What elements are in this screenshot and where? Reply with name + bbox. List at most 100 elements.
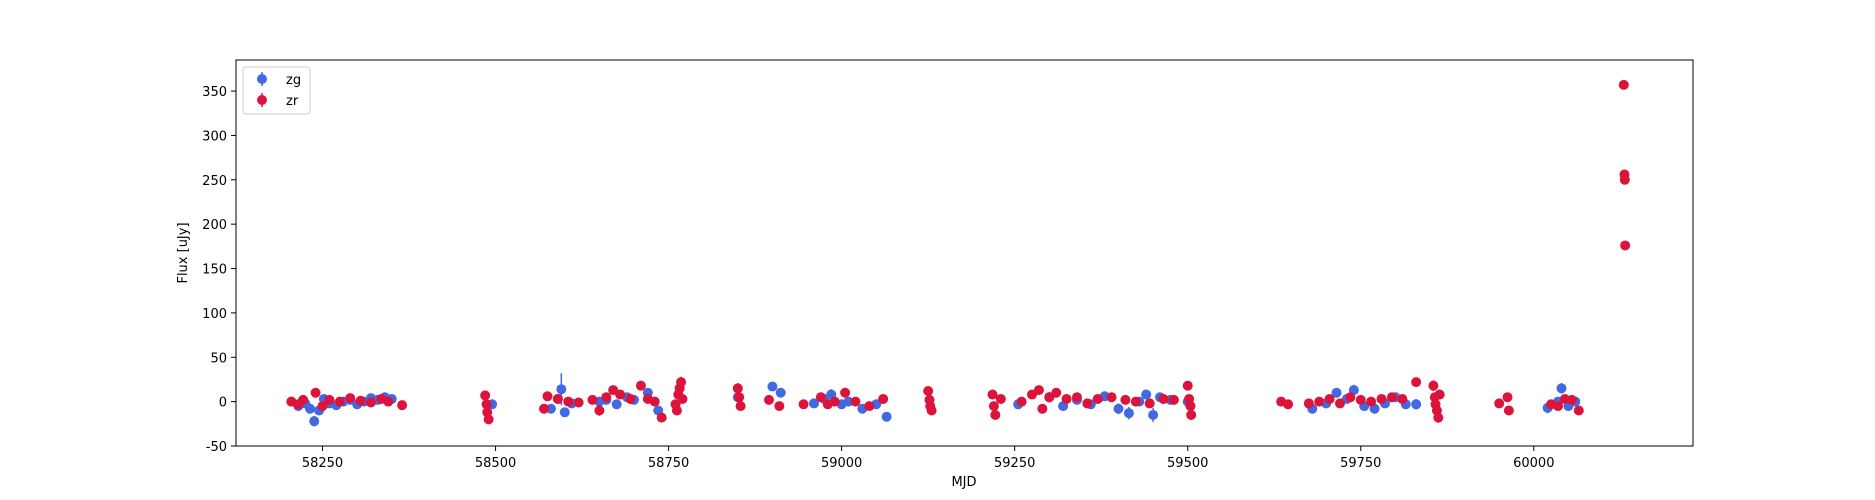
data-point xyxy=(563,396,574,407)
legend-marker-zg xyxy=(257,74,267,84)
data-point xyxy=(1123,408,1134,419)
data-point xyxy=(775,387,786,398)
data-point xyxy=(1185,401,1196,412)
x-tick-label: 58250 xyxy=(302,456,343,471)
x-tick-label: 59250 xyxy=(994,456,1035,471)
data-point xyxy=(1376,393,1387,404)
data-point xyxy=(481,399,492,410)
data-point xyxy=(305,403,316,414)
data-point xyxy=(923,385,934,396)
data-point xyxy=(988,401,999,412)
data-point xyxy=(926,405,937,416)
data-point xyxy=(365,397,376,408)
data-point xyxy=(1314,396,1325,407)
x-tick-label: 59500 xyxy=(1167,456,1208,471)
data-point xyxy=(625,393,636,404)
y-axis: -50 0 50 100 150 200 250 300 350 xyxy=(202,85,236,455)
data-point xyxy=(1494,398,1505,409)
data-point xyxy=(334,396,345,407)
data-point xyxy=(1573,405,1584,416)
data-point xyxy=(594,405,605,416)
legend: zg zr xyxy=(242,66,311,115)
data-point xyxy=(611,399,622,410)
x-axis-label: MJD xyxy=(951,475,976,490)
data-point xyxy=(345,393,356,404)
data-point xyxy=(995,393,1006,404)
data-point xyxy=(1182,380,1193,391)
data-point xyxy=(1106,392,1117,403)
data-point xyxy=(1386,392,1397,403)
data-point xyxy=(1186,409,1197,420)
data-point xyxy=(649,396,660,407)
data-point xyxy=(545,403,556,414)
data-point xyxy=(1082,398,1093,409)
data-point xyxy=(1303,398,1314,409)
data-point xyxy=(815,392,826,403)
data-point xyxy=(1619,174,1630,185)
y-axis-label: Flux [uJy] xyxy=(176,222,191,283)
data-point xyxy=(1324,393,1335,404)
data-point xyxy=(1033,385,1044,396)
data-point xyxy=(1141,389,1152,400)
data-point xyxy=(840,387,851,398)
data-point xyxy=(601,392,612,403)
series-zr xyxy=(286,79,1631,425)
data-point xyxy=(1071,392,1082,403)
data-point xyxy=(1168,394,1179,405)
data-point xyxy=(732,383,743,394)
y-tick-label: 250 xyxy=(202,174,227,189)
data-point xyxy=(483,414,494,425)
data-point xyxy=(1130,396,1141,407)
y-tick-label: 200 xyxy=(202,218,227,233)
data-point xyxy=(774,401,785,412)
y-tick-label: 50 xyxy=(210,351,227,366)
plot-marks xyxy=(286,79,1631,427)
data-point xyxy=(1051,387,1062,398)
data-point xyxy=(552,393,563,404)
data-point xyxy=(798,399,809,410)
data-point xyxy=(1158,393,1169,404)
x-axis: 58250 58500 58750 59000 59250 59500 59750 60000 xyxy=(302,446,1554,471)
data-point xyxy=(1148,409,1159,420)
data-point xyxy=(573,397,584,408)
data-point xyxy=(1502,392,1513,403)
y-tick-label: 0 xyxy=(219,396,227,411)
y-tick-label: 300 xyxy=(202,129,227,144)
data-point xyxy=(1331,387,1342,398)
data-point xyxy=(656,412,667,423)
data-point xyxy=(556,384,567,395)
data-point xyxy=(843,396,854,407)
data-point xyxy=(480,390,491,401)
data-point xyxy=(1334,398,1345,409)
data-point xyxy=(309,416,320,427)
data-point xyxy=(1566,394,1577,405)
data-point xyxy=(1553,401,1564,412)
data-point xyxy=(1618,79,1629,90)
data-point xyxy=(615,389,626,400)
legend-entry-zr: zr xyxy=(257,93,299,109)
legend-entry-zg: zg xyxy=(257,72,301,88)
data-point xyxy=(1037,403,1048,414)
data-point xyxy=(987,389,998,400)
x-tick-label: 58750 xyxy=(648,456,689,471)
data-point xyxy=(383,396,394,407)
data-point xyxy=(542,391,553,402)
data-point xyxy=(1411,377,1422,388)
x-tick-label: 60000 xyxy=(1513,456,1554,471)
y-tick-label: -50 xyxy=(206,440,227,455)
data-point xyxy=(990,409,1001,420)
y-tick-label: 150 xyxy=(202,263,227,278)
data-point xyxy=(1345,392,1356,403)
data-point xyxy=(310,387,321,398)
data-point xyxy=(1503,405,1514,416)
data-point xyxy=(1397,393,1408,404)
data-point xyxy=(1120,394,1131,405)
data-point xyxy=(734,392,745,403)
x-tick-label: 59750 xyxy=(1340,456,1381,471)
data-point xyxy=(677,393,688,404)
data-point xyxy=(635,380,646,391)
data-point xyxy=(878,393,889,404)
data-point xyxy=(671,405,682,416)
x-tick-label: 59000 xyxy=(821,456,862,471)
